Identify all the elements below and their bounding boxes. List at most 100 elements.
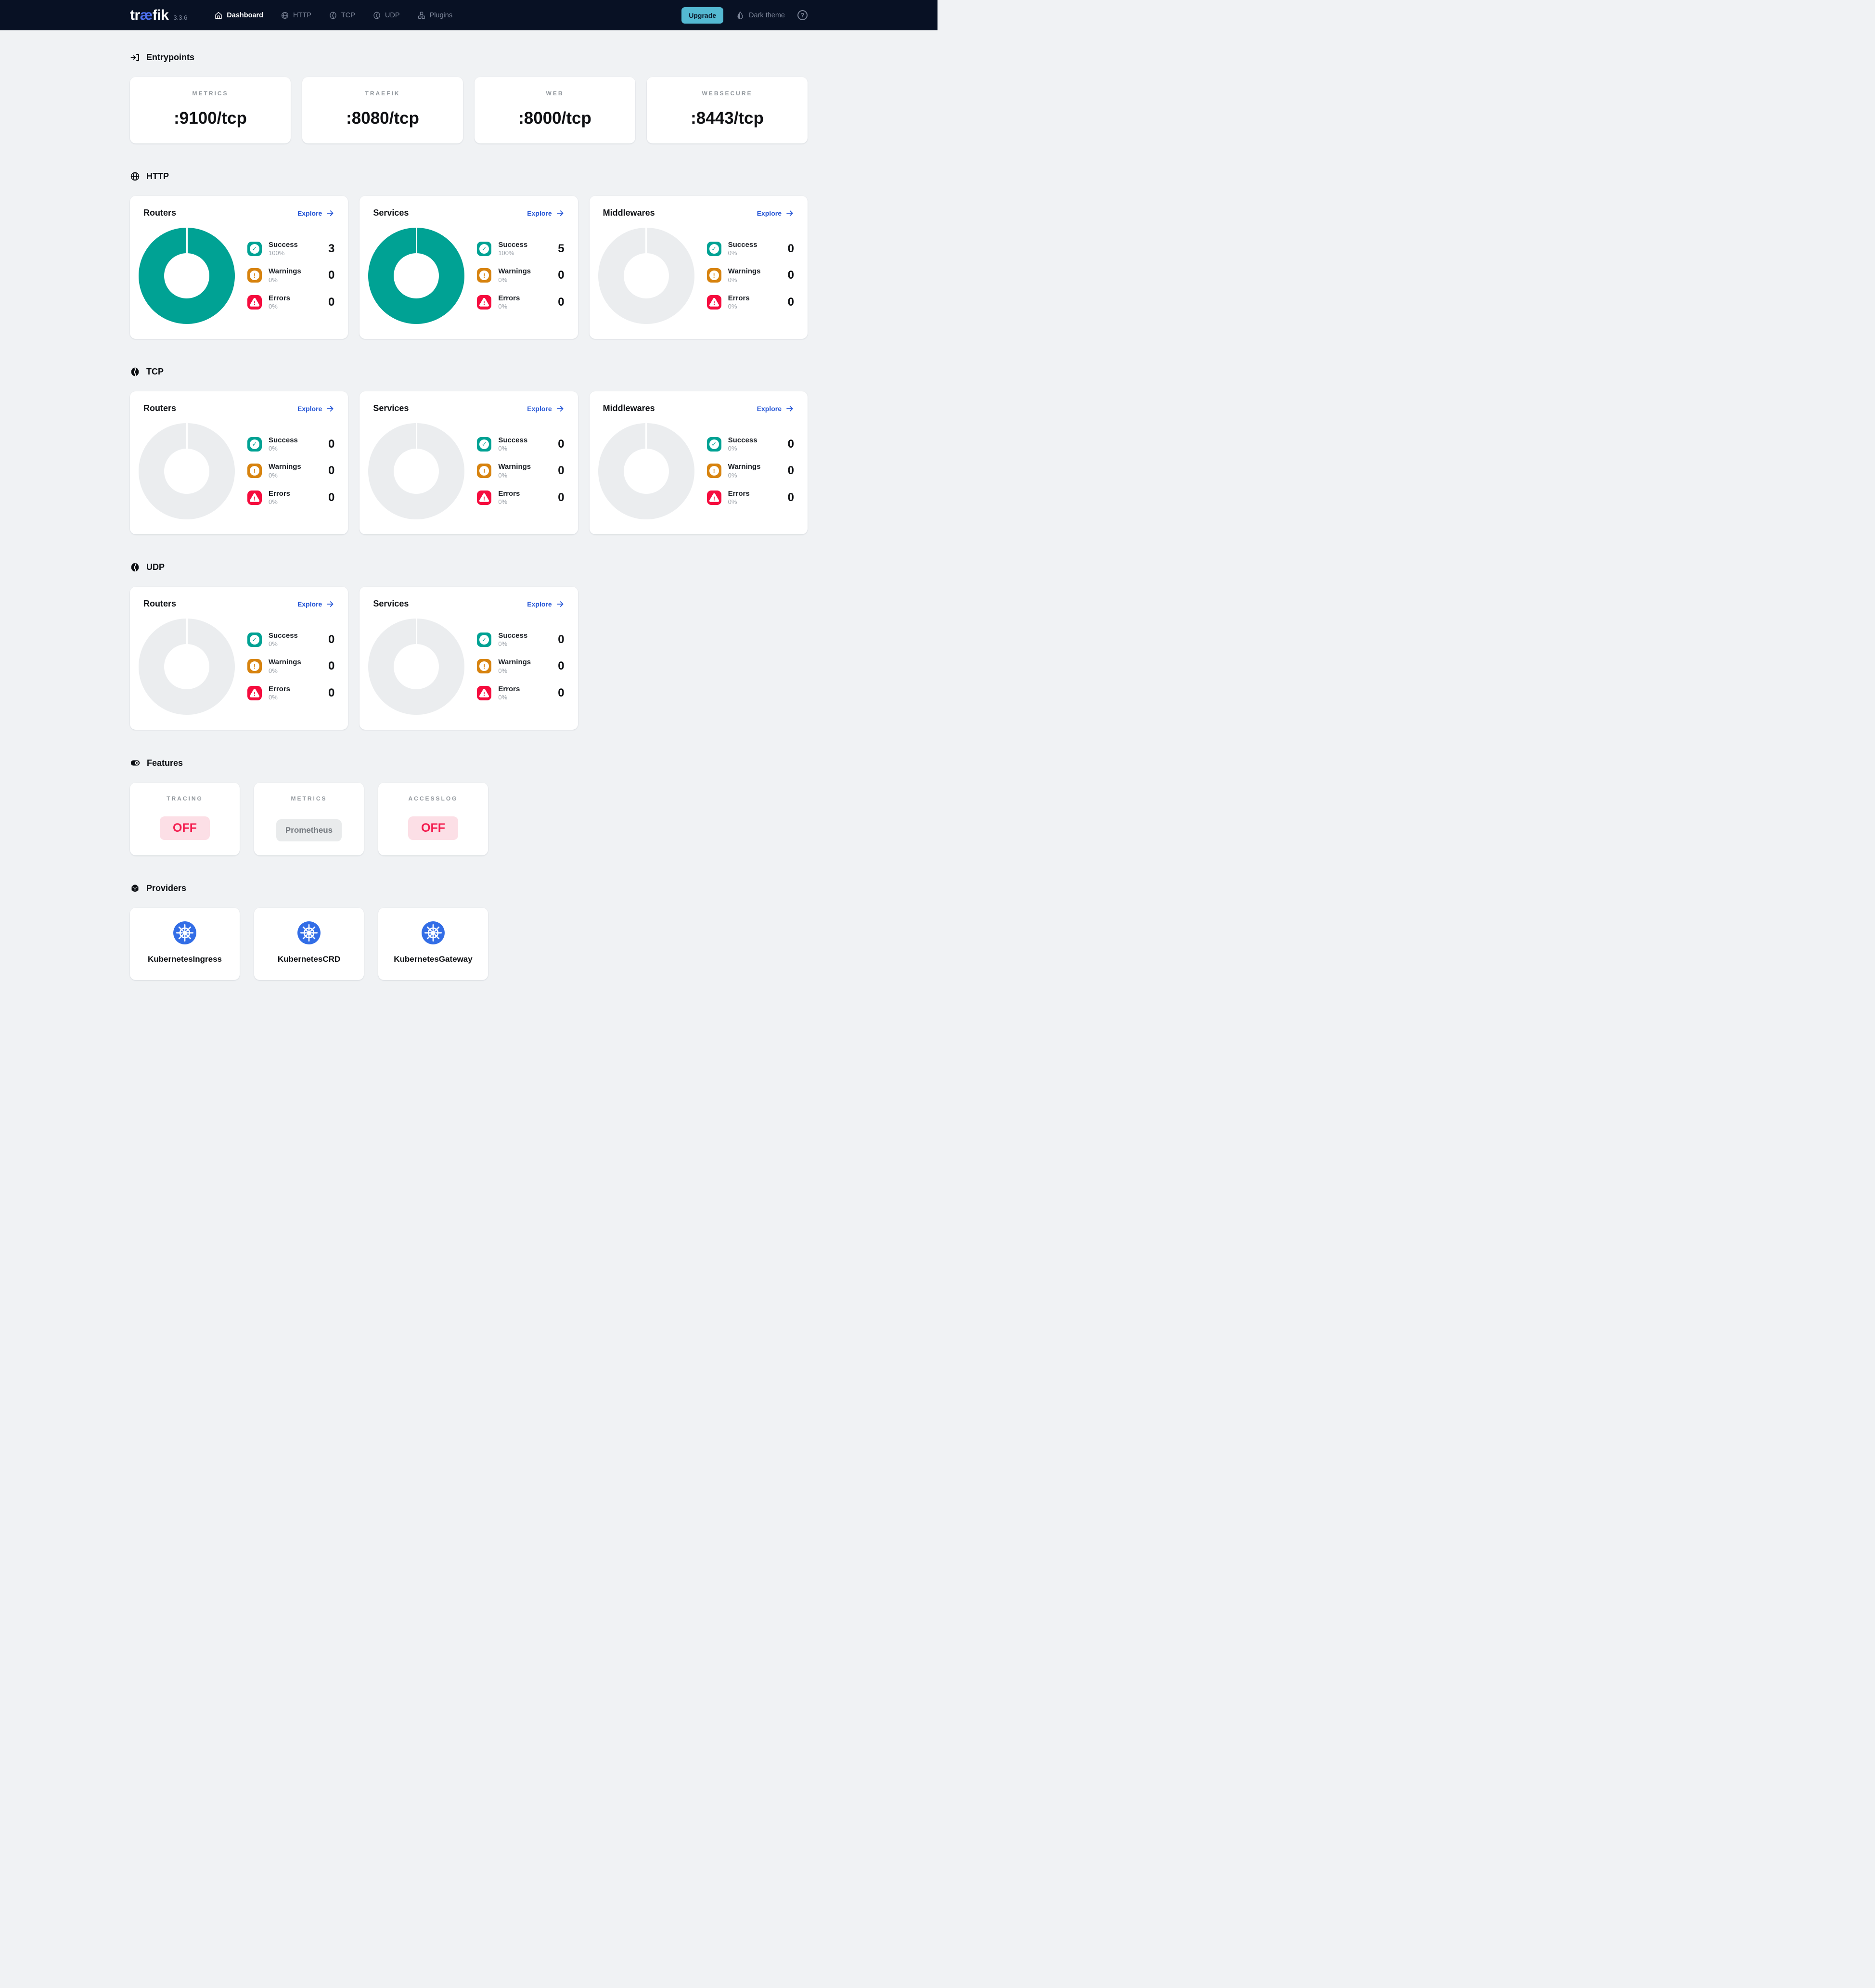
udp-routers-card: Routers Explore ✓ Success 0% 0 [130, 587, 348, 730]
version-label: 3.3.6 [173, 13, 188, 21]
feature-card-metrics: METRICS Prometheus [254, 783, 364, 855]
nav-item-udp[interactable]: UDP [372, 11, 400, 20]
udp-icon [372, 11, 381, 20]
explore-link[interactable]: Explore [297, 404, 334, 413]
nav-item-plugins[interactable]: Plugins [417, 11, 452, 20]
kubernetes-icon [173, 921, 197, 945]
success-icon: ✓ [247, 437, 262, 452]
http-globe-icon [130, 171, 140, 181]
donut-chart [368, 227, 465, 324]
entrypoint-name: METRICS [192, 90, 229, 97]
provider-name: KubernetesGateway [394, 955, 473, 964]
success-stat: ✓ Success 0% 0 [706, 436, 794, 453]
kubernetes-icon [297, 921, 321, 945]
nav-item-dashboard[interactable]: Dashboard [214, 11, 263, 20]
provider-name: KubernetesIngress [148, 955, 222, 964]
explore-link[interactable]: Explore [527, 209, 564, 218]
traefik-logo[interactable]: træfik 3.3.6 [130, 7, 187, 24]
error-icon [706, 490, 721, 505]
section-features: Features TRACING OFF METRICS Prometheus … [130, 758, 808, 855]
entrypoint-port: :8443/tcp [691, 109, 764, 128]
success-stat: ✓ Success 100% 5 [477, 240, 565, 258]
explore-link[interactable]: Explore [297, 209, 334, 218]
section-title-entrypoints: Entrypoints [146, 52, 195, 62]
arrow-right-icon [556, 209, 565, 218]
warnings-stat: ! Warnings 0% 0 [477, 462, 565, 479]
home-icon [214, 11, 223, 20]
features-toggle-icon [130, 758, 141, 768]
http-services-card: Services Explore ✓ Success 100% 5 [360, 196, 578, 339]
errors-stat: Errors 0% 0 [477, 294, 565, 311]
provider-card-kubernetes-ingress: KubernetesIngress [130, 908, 240, 980]
arrow-right-icon [556, 404, 565, 413]
warning-icon: ! [477, 268, 492, 283]
card-title: Routers [143, 208, 177, 218]
entrypoint-name: TRAEFIK [365, 90, 400, 97]
udp-section-icon [130, 562, 140, 572]
explore-link[interactable]: Explore [527, 404, 564, 413]
dark-theme-toggle[interactable]: Dark theme [736, 11, 785, 20]
donut-chart [598, 423, 694, 519]
donut-chart [139, 423, 235, 519]
success-icon: ✓ [706, 242, 721, 257]
section-title-tcp: TCP [146, 367, 164, 376]
entrypoint-card-web: WEB :8000/tcp [475, 77, 635, 143]
tcp-routers-card: Routers Explore ✓ Success 0% 0 [130, 391, 348, 534]
card-title: Middlewares [603, 403, 655, 413]
explore-link[interactable]: Explore [527, 600, 564, 608]
section-http: HTTP Routers Explore ✓ Success 100% [130, 171, 808, 339]
entrypoint-card-metrics: METRICS :9100/tcp [130, 77, 291, 143]
error-icon [477, 490, 492, 505]
feature-status-badge: OFF [408, 816, 458, 840]
explore-link[interactable]: Explore [757, 404, 794, 413]
nav-menu: Dashboard HTTP TCP UDP Plugins [214, 11, 452, 20]
section-title-features: Features [147, 758, 183, 768]
warning-icon: ! [247, 268, 262, 283]
help-icon[interactable]: ? [797, 10, 808, 20]
card-title: Routers [143, 403, 177, 413]
plugins-icon [417, 11, 426, 20]
explore-link[interactable]: Explore [757, 209, 794, 218]
providers-cube-icon [130, 883, 140, 893]
warnings-stat: ! Warnings 0% 0 [247, 462, 334, 479]
kubernetes-icon [421, 921, 445, 945]
card-title: Routers [143, 599, 177, 608]
warnings-stat: ! Warnings 0% 0 [706, 462, 794, 479]
nav-item-http[interactable]: HTTP [281, 11, 311, 20]
success-stat: ✓ Success 0% 0 [247, 631, 334, 648]
error-icon [247, 295, 262, 310]
success-icon: ✓ [706, 437, 721, 452]
section-title-providers: Providers [146, 883, 187, 893]
entrypoint-name: WEB [546, 90, 564, 97]
globe-icon [281, 11, 289, 20]
arrow-right-icon [785, 209, 794, 218]
success-stat: ✓ Success 0% 0 [477, 436, 565, 453]
upgrade-button[interactable]: Upgrade [681, 7, 724, 24]
entrypoint-card-traefik: TRAEFIK :8080/tcp [302, 77, 463, 143]
http-routers-card: Routers Explore ✓ Success 100% 3 [130, 196, 348, 339]
warnings-stat: ! Warnings 0% 0 [706, 267, 794, 284]
udp-services-card: Services Explore ✓ Success 0% 0 [360, 587, 578, 730]
arrow-right-icon [326, 600, 334, 608]
explore-link[interactable]: Explore [297, 600, 334, 608]
entrypoint-port: :9100/tcp [174, 109, 247, 128]
error-icon [706, 295, 721, 310]
success-stat: ✓ Success 0% 0 [706, 240, 794, 258]
warning-icon: ! [247, 659, 262, 674]
entrypoint-card-websecure: WEBSECURE :8443/tcp [647, 77, 808, 143]
donut-chart [139, 618, 235, 715]
entrypoints-icon [130, 52, 140, 63]
entrypoint-port: :8080/tcp [346, 109, 419, 128]
success-icon: ✓ [247, 242, 262, 257]
warning-icon: ! [477, 464, 492, 478]
errors-stat: Errors 0% 0 [477, 684, 565, 702]
provider-card-kubernetes-gateway: KubernetesGateway [378, 908, 488, 980]
nav-item-tcp[interactable]: TCP [329, 11, 355, 20]
card-title: Services [373, 208, 409, 218]
feature-name: ACCESSLOG [408, 795, 458, 802]
arrow-right-icon [326, 404, 334, 413]
tcp-section-icon [130, 367, 140, 377]
success-stat: ✓ Success 100% 3 [247, 240, 334, 258]
warning-icon: ! [247, 464, 262, 478]
tcp-services-card: Services Explore ✓ Success 0% 0 [360, 391, 578, 534]
